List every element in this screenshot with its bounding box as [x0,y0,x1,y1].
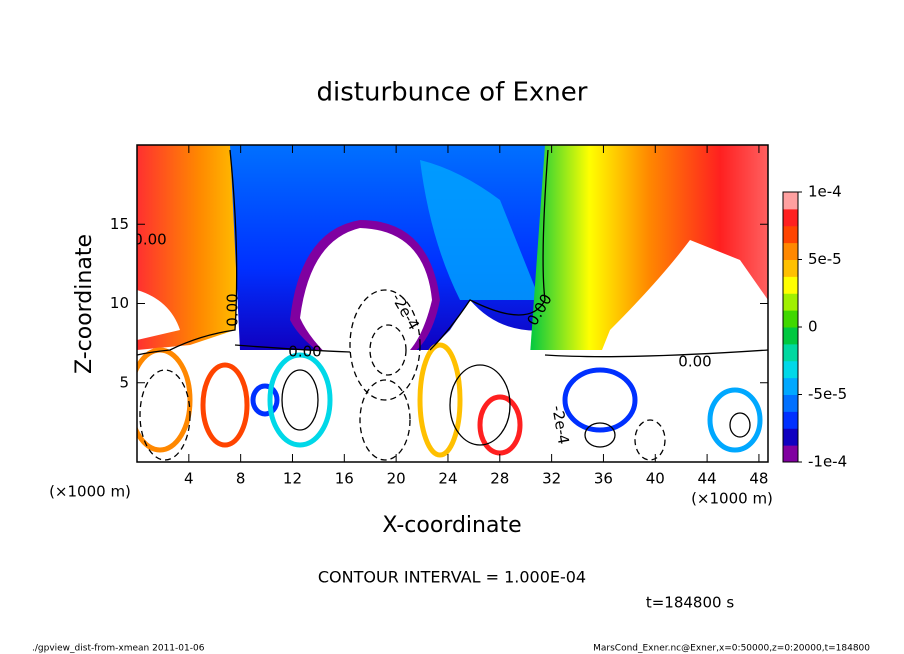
field-cyan [420,160,540,300]
contour-label: 0.00 [288,343,321,361]
x-tick-label: 48 [749,470,768,488]
x-tick-label: 40 [646,470,665,488]
y-unit: (×1000 m) [691,490,773,508]
x-tick-label: 4 [184,470,194,488]
y-tick-label: 5 [119,373,129,391]
x-tick-label: 16 [335,470,354,488]
colorbar-swatch [783,276,798,294]
field-left [137,145,240,350]
colorbar-swatch [783,259,798,277]
colorbar-swatch [783,360,798,379]
contours [137,149,768,448]
y-axis-label: Z-coordinate [72,234,97,374]
field-rings [137,342,763,458]
colorbar-tick-label: 1e-4 [808,183,842,201]
x-tick-label: 12 [283,470,302,488]
footer-left: ./gpview_dist-from-xmean 2011-01-06 [32,644,205,654]
colorbar-swatch [783,192,798,210]
contour-label: 0.00 [224,293,242,326]
colorbar-tick-label: 5e-5 [808,250,842,268]
x-tick-label: 44 [698,470,717,488]
x-tick-label: 28 [490,470,509,488]
y-tick-label: 15 [110,215,129,233]
field-right-white [600,240,768,355]
colorbar-tick-label: 0 [808,318,818,336]
y-tick-label: 10 [110,294,129,312]
colorbar-swatch [783,394,798,412]
colorbar-tick-label: -1e-4 [808,453,847,471]
colorbar-swatch [783,411,798,429]
colorbar-swatch [783,242,798,260]
field: 0.00 0.00 0.00 0.00 0.00 -2e-4 -2e-4 [133,145,768,462]
colorbar-swatch [783,310,798,328]
x-tick-label: 36 [594,470,613,488]
colorbar-swatch [783,327,798,345]
colorbar-swatch [783,343,798,362]
colorbar-swatch [783,208,798,227]
field-white [300,228,432,362]
contour-label: 0.00 [678,353,711,371]
colorbar-swatch [783,377,798,395]
contour-label: 0.00 [133,231,166,249]
field-low [137,350,768,462]
time-label: t=184800 s [646,594,734,612]
colorbar-swatch [783,428,798,446]
x-tick-label: 8 [236,470,246,488]
colorbar-swatch [783,225,798,244]
neg-contours [139,289,666,461]
x-tick-label: 20 [387,470,406,488]
colorbar-swatch [783,293,798,311]
colorbar-tick-label: -5e-5 [808,385,847,403]
field-left-white [137,290,180,340]
x-tick-label: 32 [542,470,561,488]
x-unit: (×1000 m) [49,483,131,501]
footer-right: MarsCond_Exner.nc@Exner,x=0:50000,z=0:20… [593,644,870,654]
x-axis-label: X-coordinate [382,513,521,538]
x-tick-label: 24 [438,470,457,488]
colorbar-swatch [783,445,798,463]
chart-title: disturbunce of Exner [317,78,588,108]
contour-interval: CONTOUR INTERVAL = 1.000E-04 [318,568,586,587]
